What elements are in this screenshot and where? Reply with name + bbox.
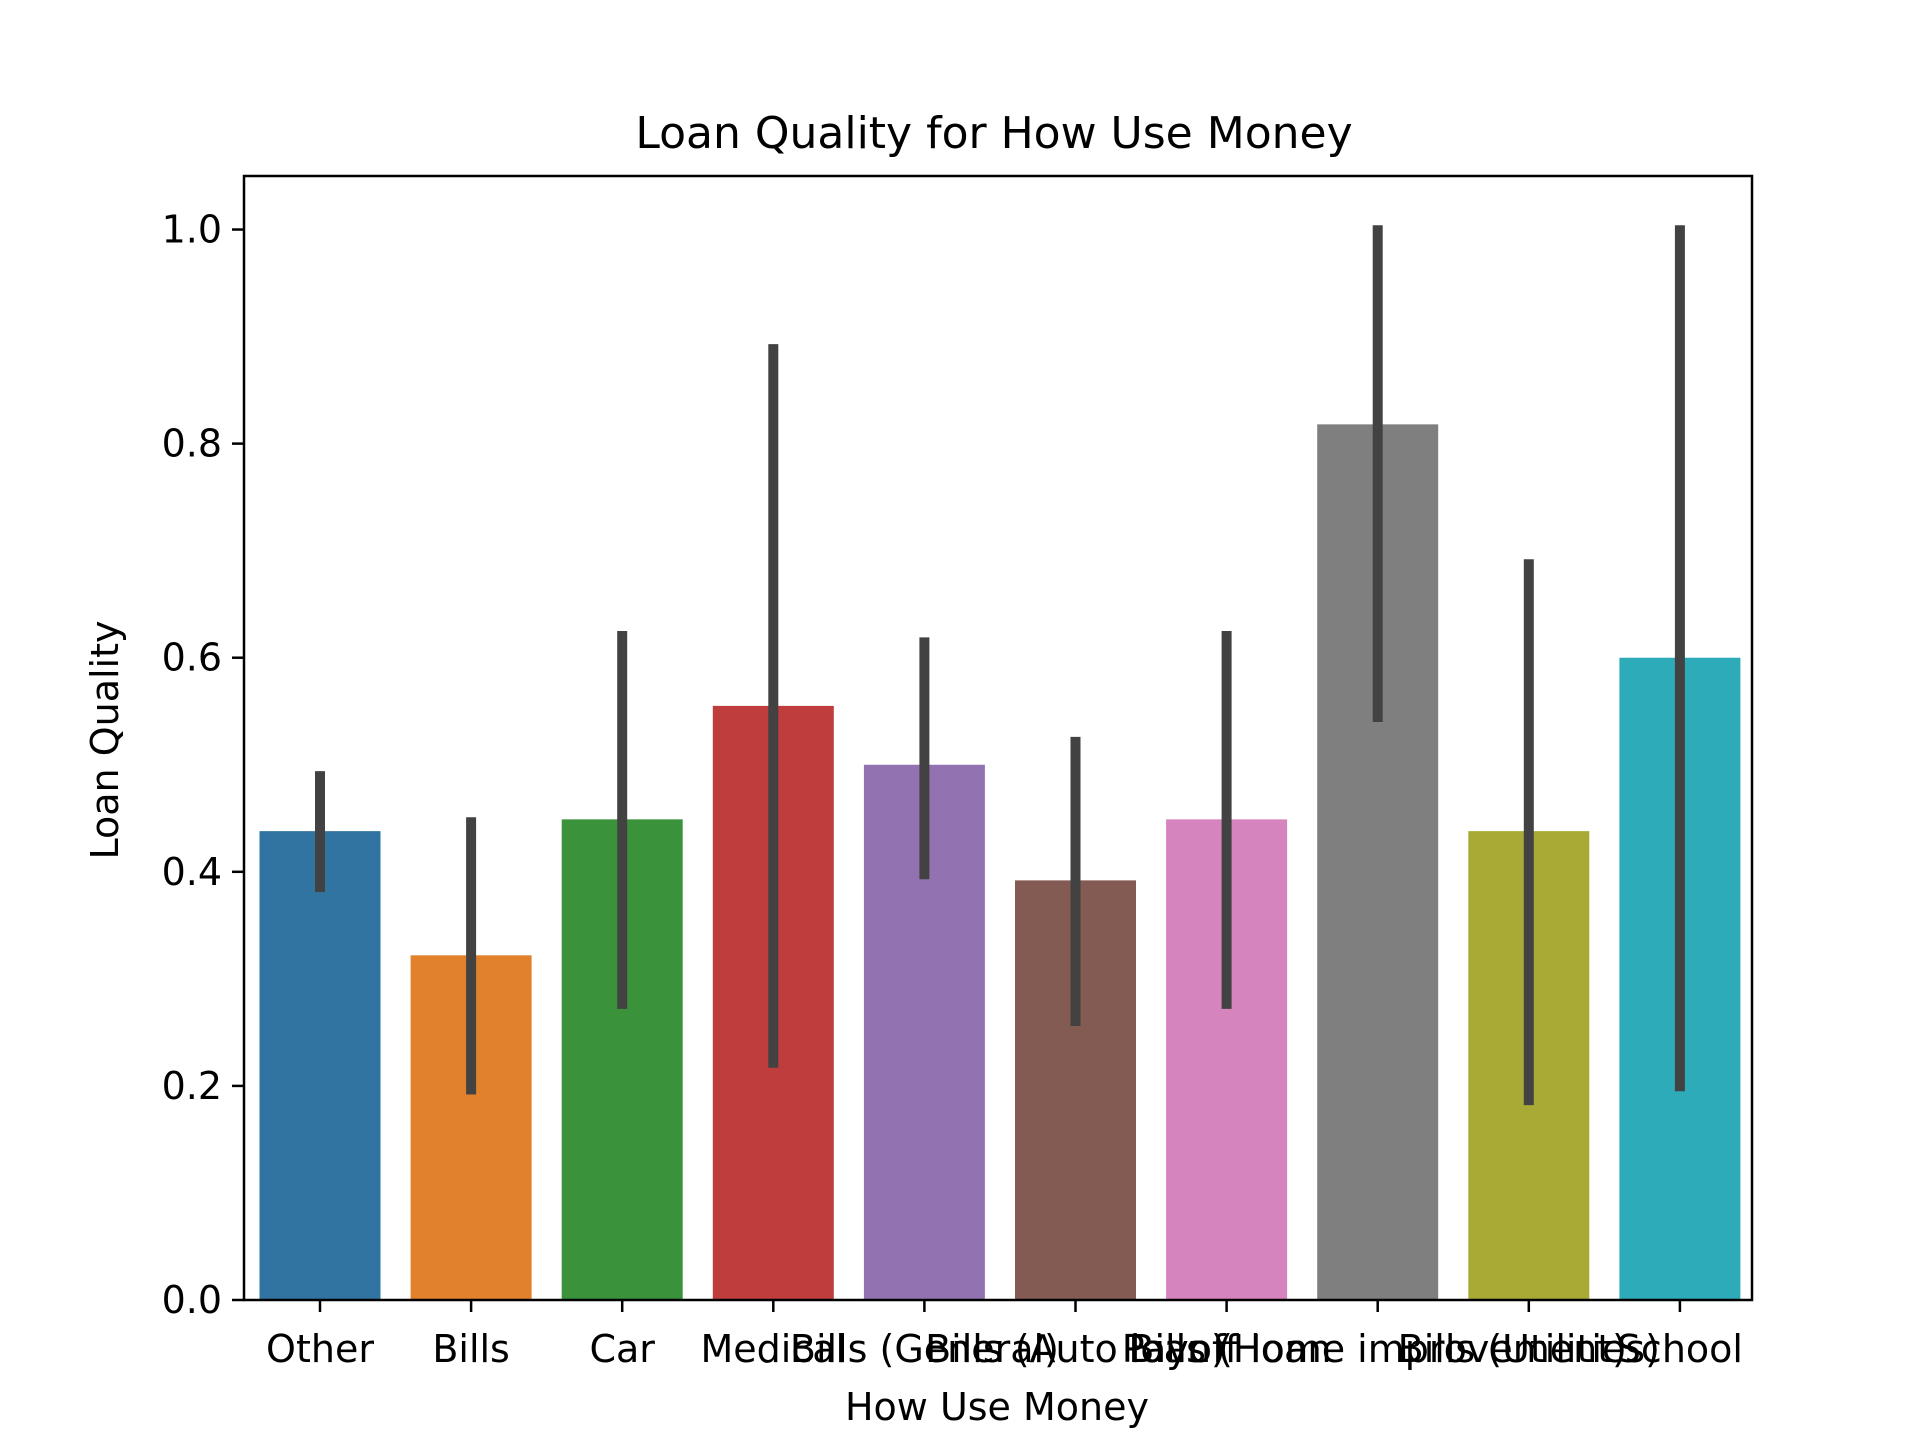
y-tick-label-3: 0.6 [162, 636, 222, 680]
y-axis: 0.0 0.2 0.4 0.6 0.8 1.0 [162, 208, 244, 1322]
x-tick-label-1: Bills [432, 1327, 510, 1371]
x-tick-label-0: Other [266, 1327, 374, 1371]
plot-frame [242, 174, 1754, 1302]
error-bars [315, 225, 1685, 1106]
x-tick-label-5: Bills (Auto loan) [925, 1327, 1226, 1371]
x-tick-label-9: School [1617, 1327, 1743, 1371]
bars [259, 424, 1741, 1300]
y-tick-label-4: 0.8 [162, 422, 222, 466]
y-tick-label-2: 0.4 [162, 850, 222, 894]
x-tick-label-4: Bills (General) [790, 1327, 1059, 1371]
y-axis-label: Loan Quality [83, 621, 127, 860]
x-tick-label-3: Medical [701, 1327, 847, 1371]
chart-title: Loan Quality for How Use Money [635, 108, 1352, 159]
y-tick-label-0: 0.0 [162, 1278, 222, 1322]
x-tick-label-6: Payoff loan [1122, 1327, 1332, 1371]
bar-0 [259, 831, 381, 1300]
x-tick-label-7: Bills (Home improvement) [1128, 1327, 1627, 1371]
x-tick-label-2: Car [589, 1327, 655, 1371]
y-tick-label-1: 0.2 [162, 1064, 222, 1108]
x-axis-label: How Use Money [845, 1385, 1149, 1429]
x-tick-label-8: Bills (Utilities) [1398, 1327, 1660, 1371]
y-tick-label-5: 1.0 [162, 208, 222, 252]
